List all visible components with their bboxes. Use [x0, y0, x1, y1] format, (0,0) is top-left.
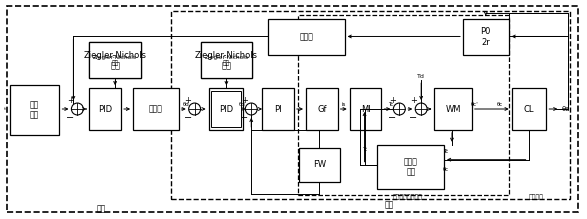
Text: P0
2r: P0 2r [481, 27, 491, 47]
Text: CL: CL [524, 104, 534, 113]
Text: 反解算: 反解算 [149, 104, 163, 113]
Bar [208, 88, 244, 130]
Text: Td: Td [417, 74, 425, 79]
Bar [298, 15, 508, 195]
Text: Ziegler-Nichols
整定: Ziegler-Nichols 整定 [93, 55, 137, 66]
Text: Gf: Gf [317, 104, 326, 113]
Text: +: + [241, 95, 248, 104]
Text: MI: MI [360, 104, 370, 113]
Bar [133, 88, 178, 130]
Text: PI: PI [274, 104, 282, 113]
Bar [306, 88, 338, 130]
Text: WM: WM [445, 104, 461, 113]
Text: 内环: 内环 [384, 200, 394, 209]
Bar [89, 42, 141, 78]
Bar [512, 88, 546, 130]
Text: 正解算: 正解算 [299, 32, 313, 41]
Text: 交流同步伺服电机: 交流同步伺服电机 [392, 195, 422, 200]
Text: +: + [410, 95, 417, 104]
Text: θc: θc [497, 102, 503, 106]
Bar [299, 148, 340, 182]
Bar [10, 85, 59, 135]
Bar [434, 88, 472, 130]
Text: +: + [184, 95, 191, 104]
Text: θc: θc [443, 167, 449, 172]
Text: Ziegler-Nichols
整定: Ziegler-Nichols 整定 [204, 55, 248, 66]
Text: Tc: Tc [443, 149, 448, 154]
Bar [262, 88, 294, 130]
Bar [171, 11, 570, 200]
Bar [89, 88, 121, 130]
Text: θc': θc' [471, 102, 479, 106]
Bar [201, 42, 252, 78]
Bar [463, 19, 508, 55]
Text: −: − [240, 113, 248, 123]
Text: Ziegler-Nichols
整定: Ziegler-Nichols 整定 [195, 51, 258, 70]
Text: FW: FW [313, 160, 326, 169]
Text: +: + [389, 95, 396, 104]
Text: Tc: Tc [387, 102, 393, 106]
Text: 状态观
测器: 状态观 测器 [404, 157, 418, 177]
Text: θd: θd [239, 102, 246, 106]
Text: Ziegler-Nichols
整定: Ziegler-Nichols 整定 [83, 51, 147, 70]
Bar [377, 145, 444, 189]
Text: PID: PID [98, 104, 112, 113]
Text: −: − [66, 113, 75, 123]
Text: 指令
变态: 指令 变态 [30, 100, 39, 120]
Text: −: − [389, 113, 396, 123]
Text: is: is [342, 102, 346, 106]
Bar [211, 91, 241, 127]
Text: 指令
变态: 指令 变态 [4, 108, 6, 110]
Bar [201, 42, 252, 78]
Text: θd: θd [183, 102, 189, 106]
Text: +: + [67, 95, 74, 104]
Bar [89, 42, 141, 78]
Text: PID: PID [219, 104, 233, 113]
Text: −: − [184, 113, 192, 123]
Text: 外环: 外环 [97, 204, 106, 213]
Text: Tc: Tc [362, 147, 367, 152]
Text: −: − [409, 113, 417, 123]
Bar [268, 19, 345, 55]
Text: 滚珠丝杠: 滚珠丝杠 [529, 195, 544, 200]
Text: θa: θa [562, 106, 571, 112]
Bar [350, 88, 382, 130]
